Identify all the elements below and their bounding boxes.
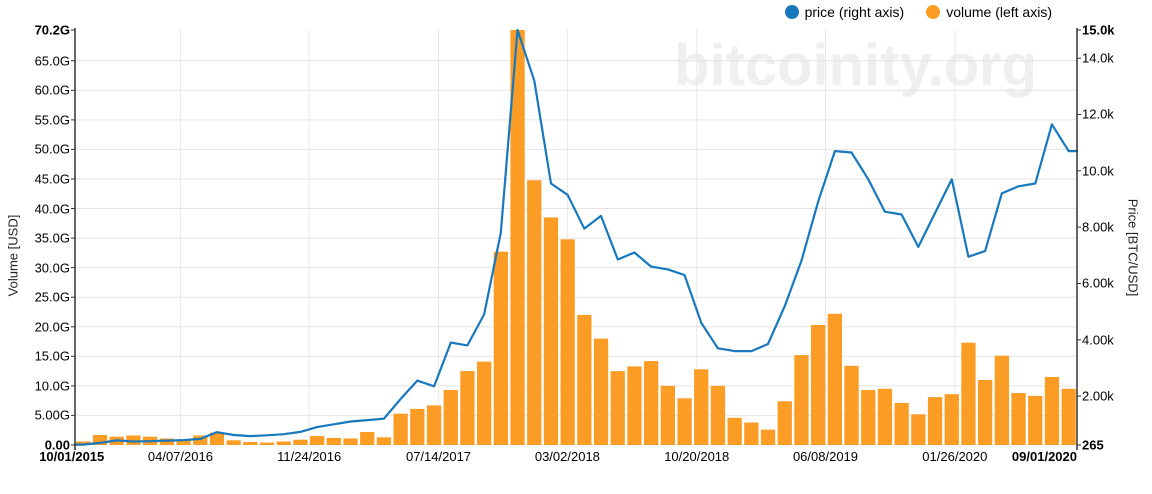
volume-bar[interactable] xyxy=(994,355,1009,445)
legend-item-price[interactable]: price (right axis) xyxy=(784,4,905,20)
volume-bar[interactable] xyxy=(627,366,642,445)
volume-bar[interactable] xyxy=(159,438,174,446)
volume-bar[interactable] xyxy=(376,437,392,445)
volume-bar[interactable] xyxy=(360,432,375,445)
legend-label-price: price (right axis) xyxy=(804,4,905,20)
legend: price (right axis) volume (left axis) xyxy=(784,4,1052,20)
legend-item-volume[interactable]: volume (left axis) xyxy=(926,4,1052,20)
volume-bar[interactable] xyxy=(126,435,141,446)
volume-bar[interactable] xyxy=(944,394,959,445)
volume-bar[interactable] xyxy=(426,405,442,445)
volume-bar[interactable] xyxy=(393,413,408,445)
volume-axis-title: Volume [USD] xyxy=(5,214,21,297)
volume-bar[interactable] xyxy=(293,439,308,445)
volume-bar[interactable] xyxy=(677,398,692,445)
volume-bar[interactable] xyxy=(710,385,726,445)
volume-bar[interactable] xyxy=(811,325,826,445)
volume-bar[interactable] xyxy=(560,239,575,445)
volume-bar[interactable] xyxy=(978,380,993,445)
volume-bar[interactable] xyxy=(644,361,659,445)
volume-bar[interactable] xyxy=(844,365,859,445)
volume-bar[interactable] xyxy=(727,417,742,445)
volume-bar[interactable] xyxy=(760,429,776,445)
legend-label-volume: volume (left axis) xyxy=(946,4,1052,20)
volume-bar[interactable] xyxy=(259,442,275,445)
volume-bar[interactable] xyxy=(927,397,943,445)
volume-bar[interactable] xyxy=(744,422,759,446)
volume-bar[interactable] xyxy=(176,439,191,445)
volume-bar[interactable] xyxy=(76,441,91,446)
volume-bar[interactable] xyxy=(911,414,926,445)
volume-bar[interactable] xyxy=(243,442,258,445)
volume-bar[interactable] xyxy=(410,408,425,445)
volume-bar[interactable] xyxy=(527,180,542,445)
volume-bar[interactable] xyxy=(326,437,341,445)
volume-bar[interactable] xyxy=(660,385,675,445)
price-legend-dot-icon xyxy=(784,5,799,19)
price-axis-title: Price [BTC/USD] xyxy=(1125,198,1141,297)
volume-bar[interactable] xyxy=(209,432,225,445)
volume-bar[interactable] xyxy=(510,30,525,445)
volume-bar[interactable] xyxy=(894,403,909,445)
volume-bar[interactable] xyxy=(577,314,592,445)
volume-bar[interactable] xyxy=(593,338,609,445)
volume-bar[interactable] xyxy=(1011,393,1026,445)
volume-bar[interactable] xyxy=(343,438,358,446)
volume-bar[interactable] xyxy=(226,440,241,445)
volume-bar[interactable] xyxy=(827,313,842,445)
volume-bar[interactable] xyxy=(477,361,492,445)
price-line[interactable] xyxy=(73,28,1079,446)
watermark: bitcoinity.org xyxy=(674,33,1038,98)
volume-bar[interactable] xyxy=(861,390,876,445)
volume-bar[interactable] xyxy=(1061,388,1076,445)
volume-bar[interactable] xyxy=(1044,377,1060,445)
volume-legend-dot-icon xyxy=(926,5,941,19)
volume-bar[interactable] xyxy=(610,371,625,445)
volume-bar[interactable] xyxy=(443,390,458,445)
volume-bar[interactable] xyxy=(543,217,559,445)
volume-bar[interactable] xyxy=(777,401,792,445)
volume-bar[interactable] xyxy=(877,388,893,445)
volume-bar[interactable] xyxy=(1028,395,1043,445)
volume-bar[interactable] xyxy=(961,342,976,445)
volume-bar[interactable] xyxy=(276,441,291,446)
volume-bar[interactable] xyxy=(460,371,475,445)
volume-bar[interactable] xyxy=(493,251,508,445)
volume-bar[interactable] xyxy=(310,436,325,445)
volume-bar[interactable] xyxy=(193,435,208,446)
volume-bar[interactable] xyxy=(694,369,709,445)
volume-bar[interactable] xyxy=(794,355,809,445)
volume-bar[interactable] xyxy=(92,435,108,445)
